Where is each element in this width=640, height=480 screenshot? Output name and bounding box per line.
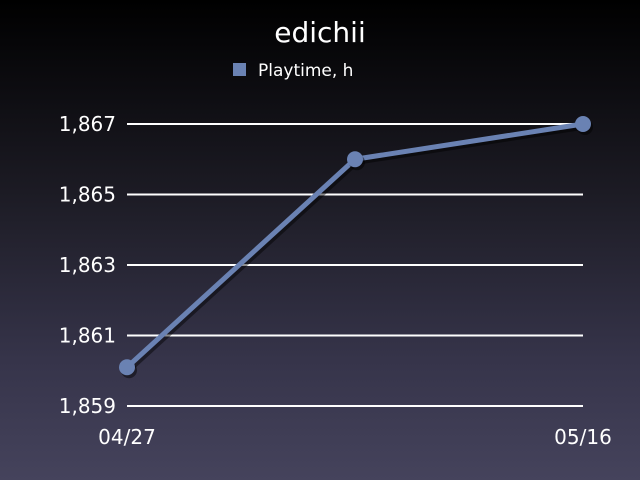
y-axis-tick-labels: 1,859 1,861 1,863 1,865 1,867 bbox=[59, 112, 116, 418]
legend-swatch bbox=[233, 63, 246, 76]
chart-title: edichii bbox=[274, 16, 365, 49]
data-series bbox=[119, 116, 593, 379]
y-tick-label: 1,861 bbox=[59, 324, 116, 348]
y-tick-label: 1,863 bbox=[59, 253, 116, 277]
y-tick-label: 1,865 bbox=[59, 183, 116, 207]
x-tick-label: 04/27 bbox=[98, 425, 156, 449]
x-tick-label: 05/16 bbox=[554, 425, 612, 449]
y-tick-label: 1,859 bbox=[59, 394, 116, 418]
data-point bbox=[347, 151, 363, 168]
grid-lines bbox=[127, 123, 583, 407]
data-point bbox=[119, 359, 135, 376]
data-point bbox=[575, 116, 591, 132]
legend: Playtime, h bbox=[233, 61, 353, 81]
legend-label: Playtime, h bbox=[258, 61, 353, 81]
x-axis-tick-labels: 04/27 05/16 bbox=[98, 425, 612, 449]
y-tick-label: 1,867 bbox=[59, 112, 116, 136]
